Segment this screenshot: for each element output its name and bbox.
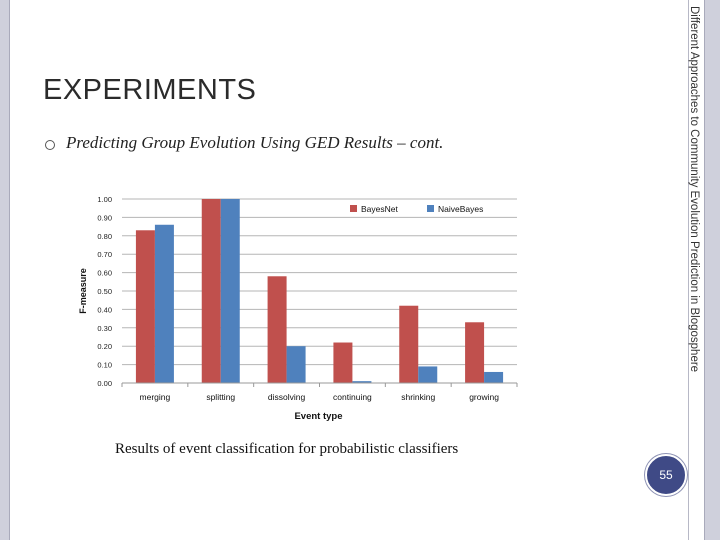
- bar-bayesnet-continuing: [333, 342, 353, 383]
- bar-naivebayes-shrinking: [418, 366, 438, 383]
- x-tick-label: merging: [140, 392, 171, 402]
- right-frame-line: [704, 0, 705, 540]
- right-frame-bar: [705, 0, 720, 540]
- x-axis-label: Event type: [294, 411, 342, 422]
- page-number-badge: 55: [645, 454, 687, 496]
- bar-naivebayes-merging: [154, 224, 174, 383]
- bar-naivebayes-dissolving: [286, 346, 306, 383]
- y-tick-label: 0.80: [97, 232, 112, 241]
- sidebar-vertical-title: Different Approaches to Community Evolut…: [688, 6, 700, 373]
- bar-bayesnet-shrinking: [399, 305, 419, 383]
- y-axis-label: F-measure: [78, 268, 88, 314]
- y-tick-label: 0.70: [97, 250, 112, 259]
- bar-naivebayes-continuing: [352, 381, 372, 383]
- chart-caption: Results of event classification for prob…: [115, 441, 459, 457]
- bars: [135, 199, 504, 383]
- gridlines: [122, 198, 517, 384]
- y-tick-label: 0.00: [97, 379, 112, 388]
- bar-bayesnet-dissolving: [267, 276, 287, 383]
- bar-naivebayes-splitting: [220, 199, 240, 383]
- x-tick-label: splitting: [206, 392, 235, 402]
- y-tick-label: 0.90: [97, 213, 112, 222]
- bullet-icon: [45, 140, 55, 150]
- y-tick-label: 0.10: [97, 361, 112, 370]
- bar-bayesnet-growing: [465, 322, 485, 383]
- sidebar-divider: [688, 0, 689, 540]
- bar-naivebayes-growing: [484, 371, 504, 383]
- x-tick-label: continuing: [333, 392, 372, 402]
- legend-swatch-naivebayes: [427, 205, 434, 212]
- bar-bayesnet-splitting: [201, 199, 221, 383]
- y-tick-label: 0.40: [97, 305, 112, 314]
- y-tick-label: 0.20: [97, 342, 112, 351]
- x-tick-labels: merging splitting dissolving continuing shri…: [121, 383, 518, 402]
- legend-label-bayesnet: BayesNet: [361, 204, 398, 214]
- y-tick-label: 0.50: [97, 287, 112, 296]
- chart-container: 0.00 0.10 0.20 0.30 0.40 0.50 0.60 0.70 0.80 0.90…: [70, 186, 530, 426]
- bar-chart: 0.00 0.10 0.20 0.30 0.40 0.50 0.60 0.70 0.80 0.90…: [78, 195, 518, 422]
- legend-label-naivebayes: NaiveBayes: [438, 204, 483, 214]
- slide-title: EXPERIMENTS: [43, 74, 257, 106]
- slide-subtitle: Predicting Group Evolution Using GED Res…: [66, 133, 444, 152]
- x-tick-label: dissolving: [268, 392, 306, 402]
- y-tick-label: 1.00: [97, 195, 112, 204]
- y-tick-label: 0.30: [97, 324, 112, 333]
- y-tick-label: 0.60: [97, 269, 112, 278]
- x-tick-label: shrinking: [401, 392, 435, 402]
- y-tick-labels: 0.00 0.10 0.20 0.30 0.40 0.50 0.60 0.70 0.80 0.90…: [97, 195, 112, 388]
- bar-bayesnet-merging: [135, 230, 155, 383]
- left-frame-line: [9, 0, 10, 540]
- x-tick-label: growing: [469, 392, 499, 402]
- left-frame-bar: [0, 0, 9, 540]
- legend-swatch-bayesnet: [350, 205, 357, 212]
- legend: BayesNet NaiveBayes: [350, 204, 483, 214]
